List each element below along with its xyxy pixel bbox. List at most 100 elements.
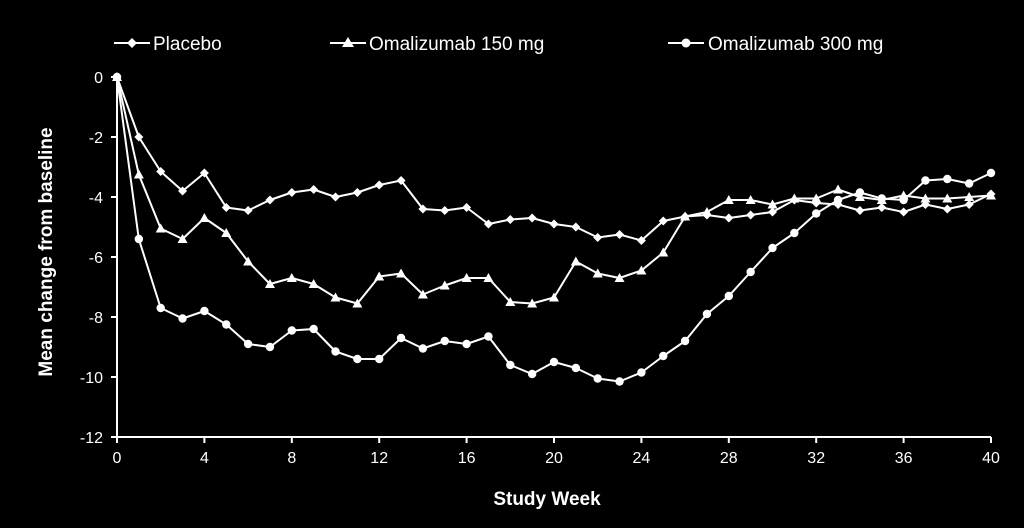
data-point xyxy=(308,279,319,288)
data-point xyxy=(658,247,669,257)
data-point xyxy=(942,204,952,214)
data-point xyxy=(964,179,974,188)
x-tick-label: 8 xyxy=(287,450,296,467)
y-tick-label: -6 xyxy=(89,250,103,267)
data-point xyxy=(418,344,428,353)
data-point xyxy=(396,176,406,185)
data-point xyxy=(723,195,734,204)
x-tick-label: 24 xyxy=(633,450,651,467)
series-placebo xyxy=(112,72,996,245)
data-point xyxy=(680,211,691,221)
data-point xyxy=(746,210,756,220)
data-point xyxy=(767,199,778,209)
x-tick-label: 16 xyxy=(458,450,476,467)
data-point xyxy=(986,190,996,200)
legend: Placebo Omalizumab 150 mg Omalizumab 300… xyxy=(114,34,883,55)
x-tick-label: 40 xyxy=(982,450,1000,467)
x-tick-label: 20 xyxy=(545,450,563,467)
data-point xyxy=(309,185,319,194)
data-point xyxy=(899,195,908,205)
data-point xyxy=(134,234,144,244)
data-point xyxy=(943,174,952,184)
data-point xyxy=(702,309,712,319)
data-point xyxy=(877,194,886,203)
data-point xyxy=(614,273,625,282)
data-point xyxy=(352,188,362,197)
data-point xyxy=(331,347,340,356)
legend-circle-icon xyxy=(681,38,691,48)
legend-label-placebo: Placebo xyxy=(153,34,222,55)
data-point xyxy=(812,209,821,218)
data-point xyxy=(636,265,647,275)
data-point xyxy=(505,297,516,306)
data-point xyxy=(331,192,340,202)
data-point xyxy=(636,236,646,245)
data-point xyxy=(309,324,318,334)
data-point xyxy=(768,243,777,253)
x-tick-label: 32 xyxy=(807,450,825,467)
data-point xyxy=(855,188,865,197)
x-tick-label: 36 xyxy=(895,450,913,467)
x-tick-label: 12 xyxy=(370,450,388,467)
y-tick-label: -8 xyxy=(89,310,103,327)
data-point xyxy=(811,193,822,203)
series-line-omalizumab-300-mg xyxy=(116,76,992,383)
data-point xyxy=(396,268,407,278)
data-point xyxy=(549,219,559,229)
data-point xyxy=(375,354,384,364)
y-tick-label: -12 xyxy=(80,430,103,447)
y-tick-label: 0 xyxy=(94,70,103,87)
data-point xyxy=(571,363,581,373)
data-point xyxy=(330,292,341,302)
data-point xyxy=(418,204,428,214)
data-point xyxy=(790,228,799,238)
data-point xyxy=(483,219,493,229)
data-point xyxy=(701,207,712,216)
y-tick-label: -2 xyxy=(89,130,103,147)
data-point xyxy=(615,230,625,239)
data-point xyxy=(133,169,144,179)
data-point xyxy=(286,273,297,282)
x-axis-title: Study Week xyxy=(493,489,601,510)
series-line-placebo xyxy=(116,76,992,242)
data-point xyxy=(506,360,515,370)
y-ticks: 0 -2 -4 -6 -8 -10 -12 xyxy=(80,70,117,447)
data-point xyxy=(921,176,930,185)
data-point xyxy=(417,289,428,299)
data-point xyxy=(571,222,581,232)
legend-triangle-icon xyxy=(342,37,354,47)
data-point xyxy=(112,72,122,82)
data-point xyxy=(570,256,581,266)
data-point xyxy=(724,291,733,301)
data-point xyxy=(177,234,188,243)
data-point xyxy=(462,203,472,212)
data-point xyxy=(264,279,275,288)
data-point xyxy=(593,374,602,383)
data-point xyxy=(855,206,865,215)
data-point xyxy=(287,326,296,335)
data-point xyxy=(659,351,668,361)
legend-item-omalizumab-300: Omalizumab 300 mg xyxy=(668,34,883,55)
legend-diamond-icon xyxy=(127,38,137,48)
data-point xyxy=(484,332,493,341)
data-point xyxy=(789,193,800,203)
data-point xyxy=(986,168,996,178)
series-omalizumab-300-mg xyxy=(112,72,996,386)
data-point xyxy=(833,195,843,205)
data-point xyxy=(352,298,363,308)
data-point xyxy=(833,184,844,194)
y-tick-label: -4 xyxy=(89,190,103,207)
data-point xyxy=(396,333,406,343)
data-point xyxy=(549,357,559,367)
legend-label-omalizumab-150: Omalizumab 150 mg xyxy=(369,34,544,55)
data-point xyxy=(680,336,690,346)
data-point xyxy=(199,213,210,222)
x-tick-label: 0 xyxy=(113,450,122,467)
data-point xyxy=(964,200,974,209)
data-point xyxy=(527,369,537,379)
data-point xyxy=(287,188,297,197)
data-point xyxy=(964,192,975,201)
data-point xyxy=(134,132,144,142)
data-point xyxy=(942,193,953,203)
